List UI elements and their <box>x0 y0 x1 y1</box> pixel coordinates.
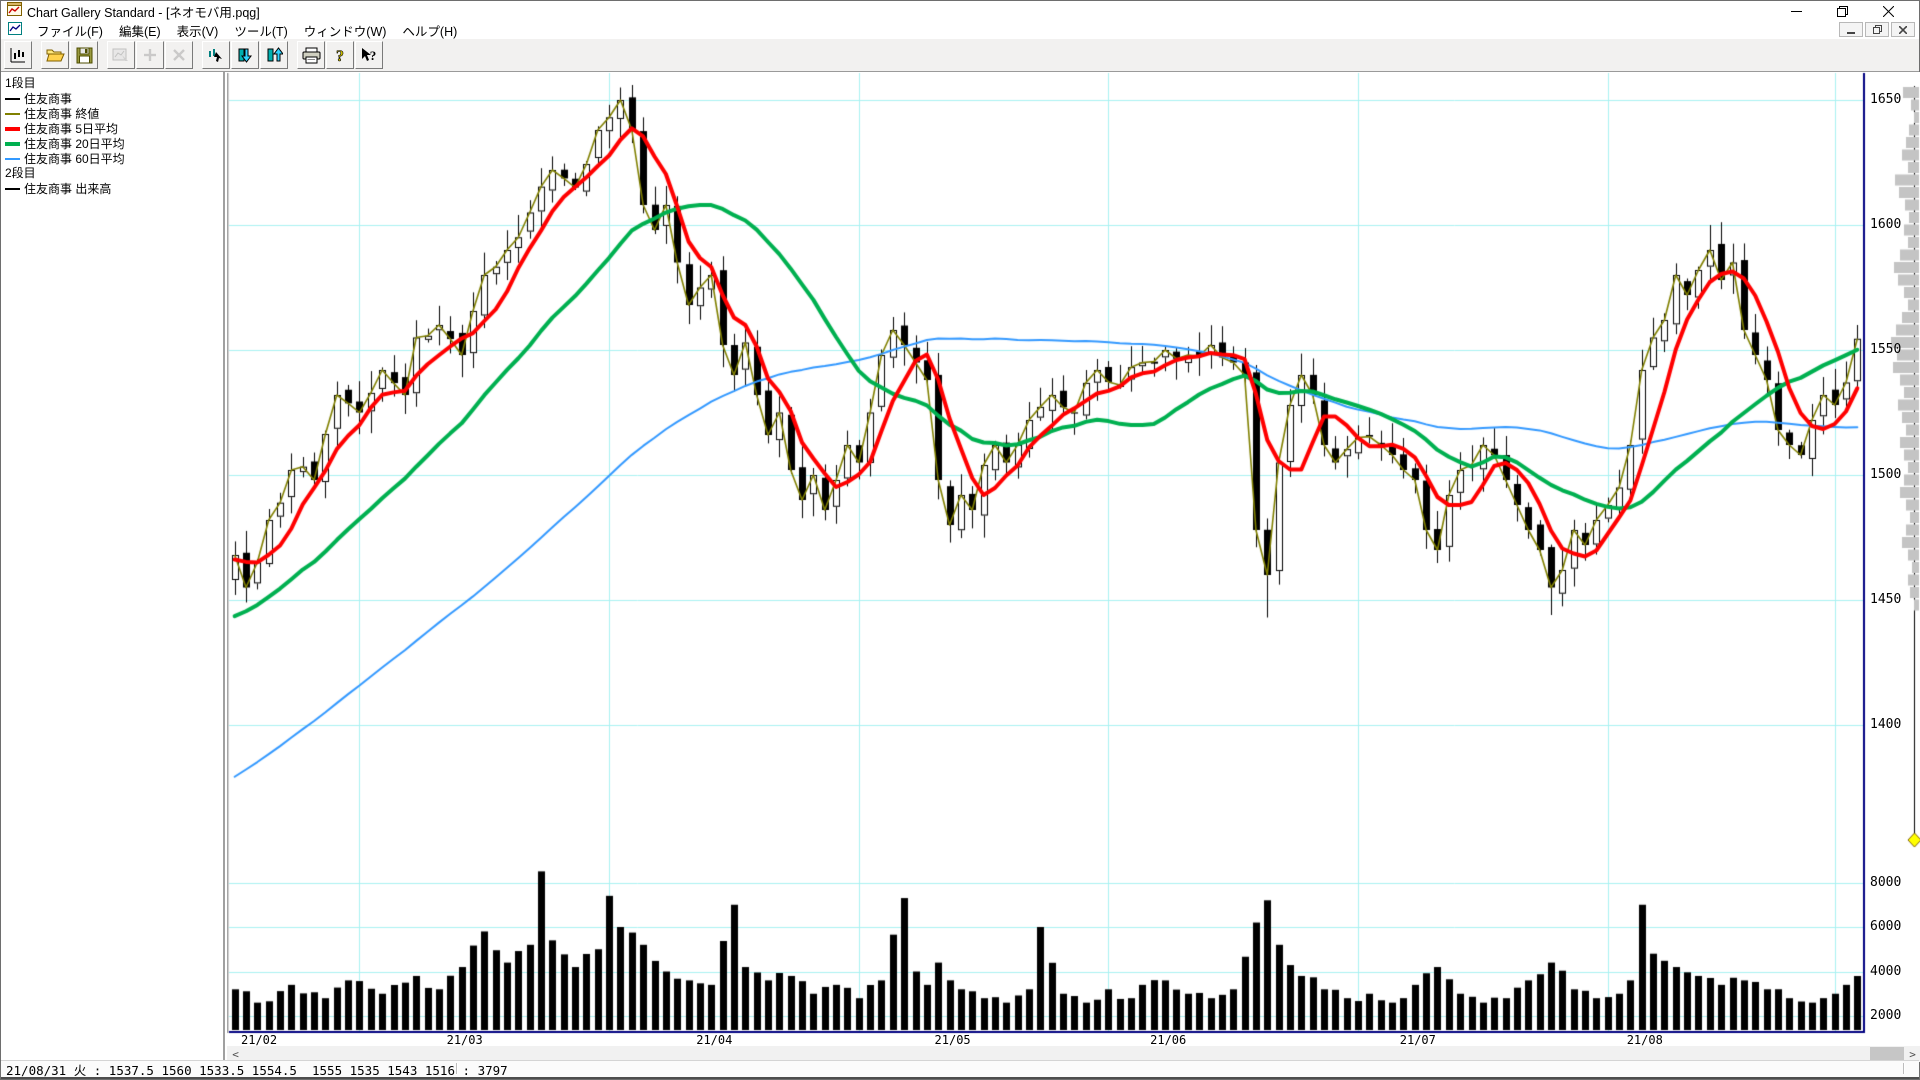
help-button[interactable]: ? <box>326 41 354 69</box>
legend-item: 住友商事 出来高 <box>5 181 223 196</box>
series-label: 住友商事 20日平均 <box>24 137 125 151</box>
menu-file[interactable]: ファイル(F) <box>37 24 103 39</box>
minimize-button[interactable] <box>1773 1 1819 21</box>
menu-view[interactable]: 表示(V) <box>176 24 219 39</box>
status-divider <box>456 1063 458 1074</box>
add-button <box>136 41 164 69</box>
svg-text:?: ? <box>370 48 377 63</box>
series-label: 住友商事 <box>24 92 73 106</box>
open-file-button[interactable] <box>41 41 69 69</box>
menu-window[interactable]: ウィンドウ(W) <box>303 24 387 39</box>
menu-edit[interactable]: 編集(E) <box>118 24 161 39</box>
child-minimize-button[interactable] <box>1839 22 1863 37</box>
restore-button[interactable] <box>1819 1 1865 21</box>
legend-item: 住友商事 <box>5 91 223 106</box>
svg-text:?: ? <box>336 48 344 64</box>
status-divider <box>1903 1063 1905 1074</box>
status-bar: 21/08/31 火 : 1537.5 1560 1533.5 1554.5 1… <box>1 1060 1919 1079</box>
series-color-swatch <box>5 157 20 160</box>
close-button[interactable] <box>1865 1 1911 21</box>
document-icon[interactable] <box>8 22 22 38</box>
legend-section-title: 2段目 <box>5 166 36 180</box>
context-help-button[interactable]: ? <box>355 41 383 69</box>
quote-status-text: 21/08/31 火 : 1537.5 1560 1533.5 1554.5 1… <box>6 1062 508 1078</box>
scale-down-button[interactable] <box>231 41 259 69</box>
series-label: 住友商事 5日平均 <box>24 122 119 136</box>
series-color-swatch <box>5 187 20 190</box>
legend-item: 住友商事 60日平均 <box>5 151 223 166</box>
edit-chart-button <box>107 41 135 69</box>
menu-help[interactable]: ヘルプ(H) <box>402 24 458 39</box>
menu-tool[interactable]: ツール(T) <box>234 24 288 39</box>
horizontal-scrollbar[interactable]: < > <box>227 1046 1920 1062</box>
series-label: 住友商事 終値 <box>24 107 100 121</box>
legend-panel: 1段目住友商事 住友商事 終値 住友商事 5日平均 住友商事 20日平均 住友商事 60… <box>1 72 225 1061</box>
legend-item: 住友商事 20日平均 <box>5 136 223 151</box>
new-chart-button[interactable] <box>4 41 32 69</box>
legend-section-title: 1段目 <box>5 76 36 90</box>
menu-bar: ファイル(F) 編集(E) 表示(V) ツール(T) ウィンドウ(W) ヘルプ(… <box>1 21 1919 39</box>
scroll-left-button[interactable]: < <box>227 1046 244 1062</box>
toolbar: ? ? <box>1 39 1919 72</box>
scrollbar-track[interactable] <box>244 1046 1904 1062</box>
window-title: Chart Gallery Standard - [ネオモバ用.pqg] <box>27 5 260 20</box>
legend-item: 住友商事 終値 <box>5 106 223 121</box>
legend-item: 住友商事 5日平均 <box>5 121 223 136</box>
scale-up-button[interactable] <box>260 41 288 69</box>
print-button[interactable] <box>297 41 325 69</box>
scrollbar-thumb[interactable] <box>1870 1047 1904 1061</box>
title-bar: Chart Gallery Standard - [ネオモバ用.pqg] <box>1 1 1919 21</box>
delete-button <box>165 41 193 69</box>
chart-document: 1段目住友商事 住友商事 終値 住友商事 5日平均 住友商事 20日平均 住友商事 60… <box>1 72 1920 1062</box>
chart-canvas[interactable] <box>227 72 1920 1046</box>
child-restore-button[interactable] <box>1865 22 1889 37</box>
chart-region: 1650 1600 1550 1500 1450 1400 8000 6000 4000 2000… <box>227 72 1920 1062</box>
series-color-swatch <box>5 97 20 100</box>
app-icon <box>7 1 22 21</box>
series-color-swatch <box>5 126 20 131</box>
series-color-swatch <box>5 141 20 146</box>
cursor-tool-button[interactable] <box>202 41 230 69</box>
scroll-right-button[interactable]: > <box>1904 1046 1920 1062</box>
series-label: 住友商事 60日平均 <box>24 152 125 166</box>
series-label: 住友商事 出来高 <box>24 182 112 196</box>
series-color-swatch <box>5 112 20 115</box>
child-close-button[interactable] <box>1891 22 1915 37</box>
save-file-button[interactable] <box>70 41 98 69</box>
